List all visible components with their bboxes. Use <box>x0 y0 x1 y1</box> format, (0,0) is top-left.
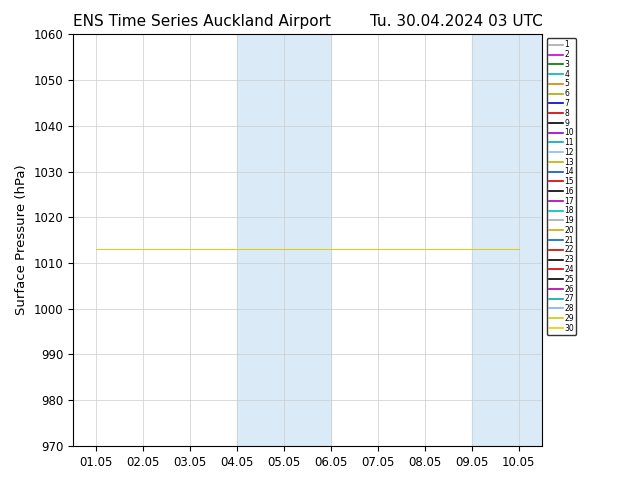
Bar <box>237 34 331 446</box>
Y-axis label: Surface Pressure (hPa): Surface Pressure (hPa) <box>15 165 28 316</box>
Bar <box>472 34 542 446</box>
Legend: 1, 2, 3, 4, 5, 6, 7, 8, 9, 10, 11, 12, 13, 14, 15, 16, 17, 18, 19, 20, 21, 22, 2: 1, 2, 3, 4, 5, 6, 7, 8, 9, 10, 11, 12, 1… <box>547 38 576 335</box>
Title: ENS Time Series Auckland Airport        Tu. 30.04.2024 03 UTC: ENS Time Series Auckland Airport Tu. 30.… <box>73 14 542 29</box>
